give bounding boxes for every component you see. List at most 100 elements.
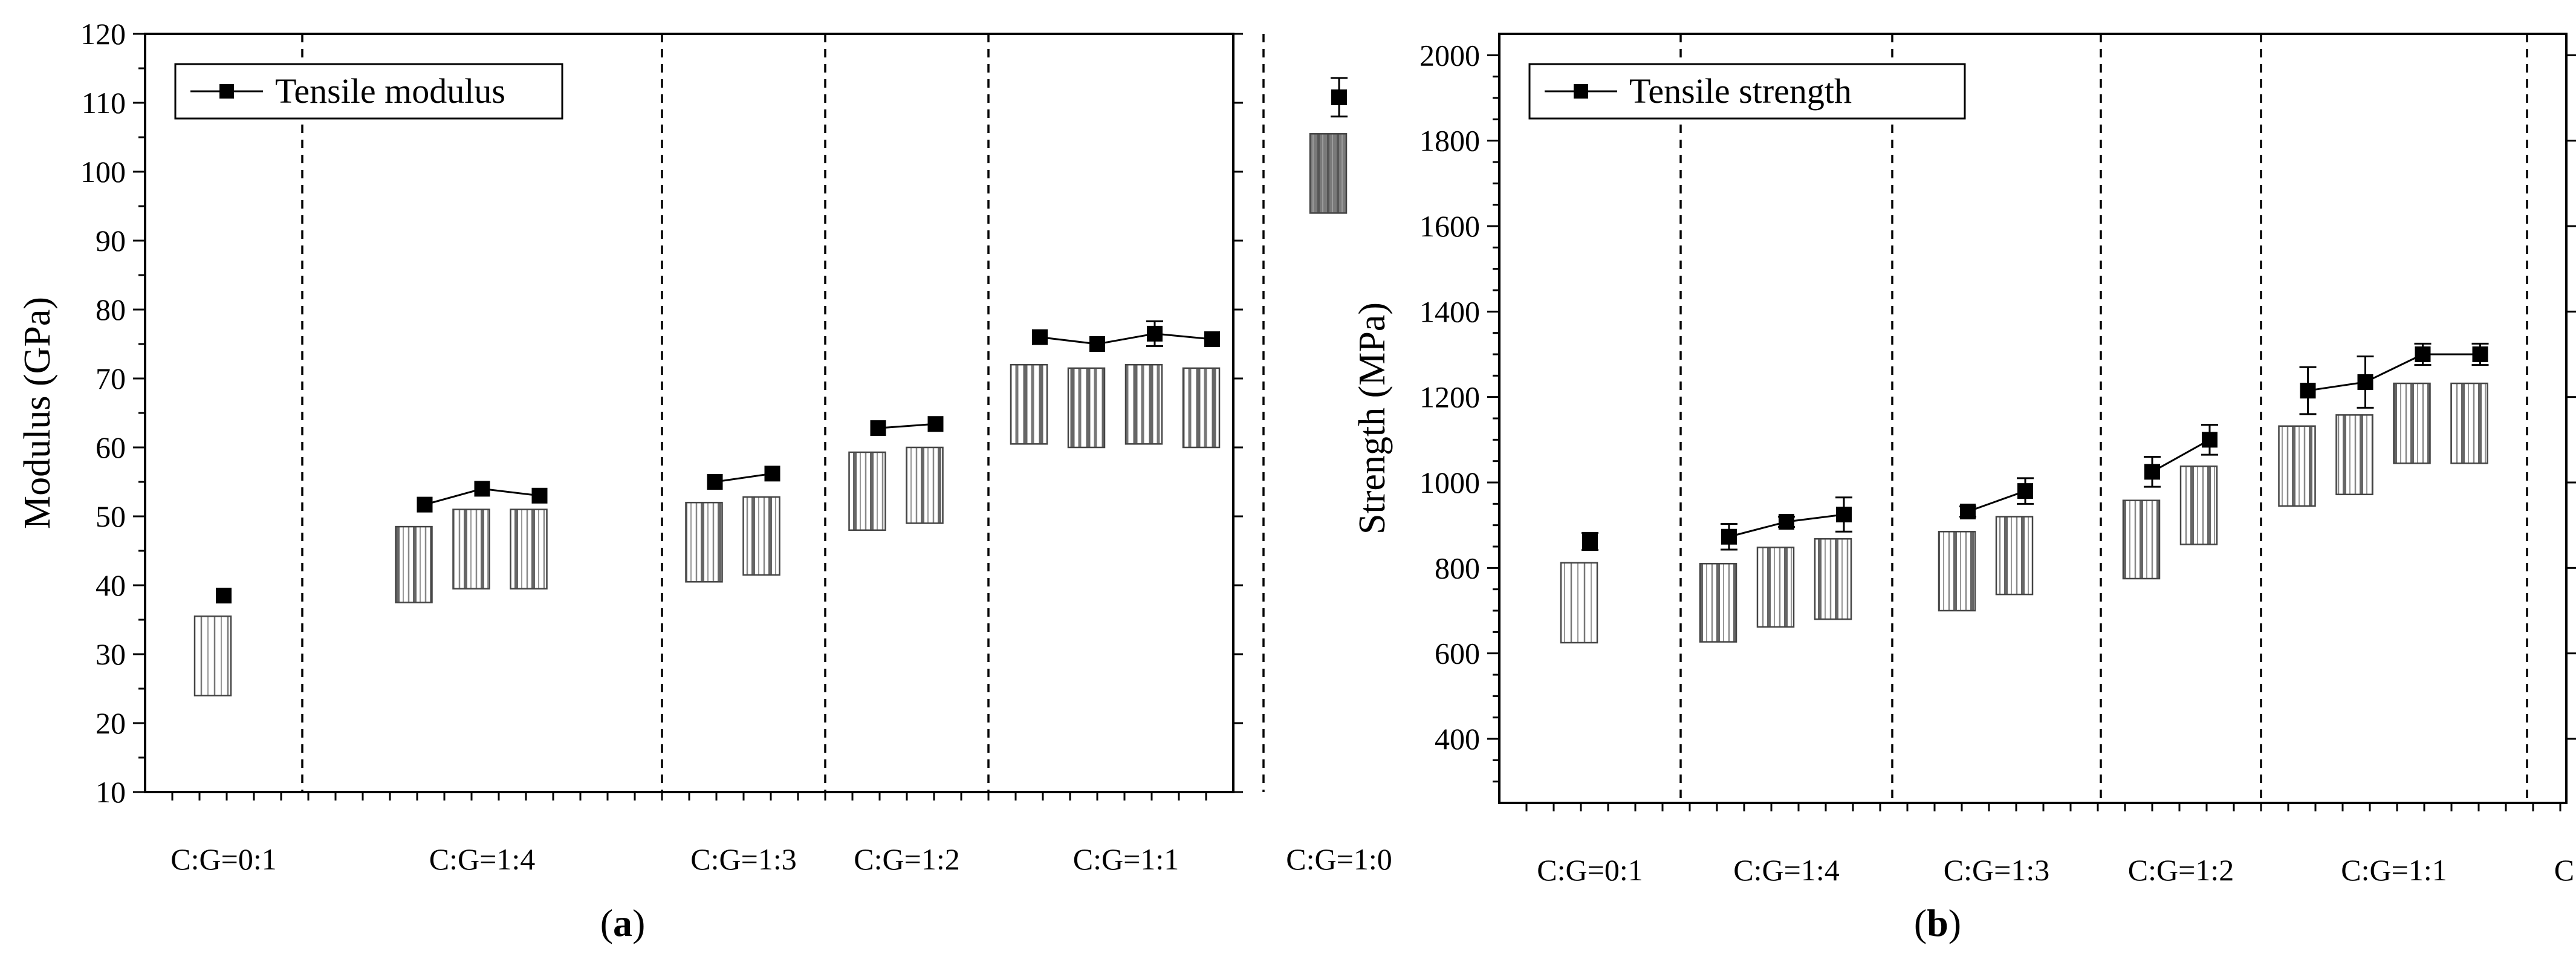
data-point xyxy=(1032,329,1048,345)
y-tick-label: 80 xyxy=(96,293,126,326)
hatched-box xyxy=(1309,133,1348,214)
panel-caption: (a) xyxy=(600,901,646,944)
hatched-box xyxy=(742,496,780,576)
series-line xyxy=(878,423,936,429)
hatched-box xyxy=(1995,516,2034,596)
data-point xyxy=(474,481,490,497)
caption-letter: b xyxy=(1927,901,1948,944)
hatched-box xyxy=(2335,414,2373,496)
category-label: C:G=1:0 xyxy=(2554,853,2576,887)
data-point xyxy=(2357,374,2373,390)
hatched-box xyxy=(193,615,232,697)
hatched-box xyxy=(2122,499,2161,580)
y-tick-label: 600 xyxy=(1435,637,1480,671)
data-point xyxy=(764,466,780,482)
data-point xyxy=(2415,346,2431,362)
y-tick-label: 50 xyxy=(96,499,126,533)
hatched-box xyxy=(1756,547,1795,628)
legend-label: Tensile modulus xyxy=(275,71,505,111)
hatched-box xyxy=(2179,465,2218,545)
category-label: C:G=1:2 xyxy=(2128,853,2234,887)
data-point xyxy=(1204,331,1220,348)
legend-marker xyxy=(1574,84,1588,99)
category-label: C:G=0:1 xyxy=(170,842,276,876)
hatched-box xyxy=(395,525,433,603)
series-line xyxy=(2152,439,2210,473)
panel-a: 10 20 30 40 50 60 70 80 90 100 110 120 Modulus (GPa)… xyxy=(17,17,1392,944)
data-point xyxy=(2144,464,2160,480)
hatched-box xyxy=(1560,562,1598,644)
y-tick-label: 70 xyxy=(96,362,126,395)
legend: Tensile modulus xyxy=(174,63,563,120)
y-tick-label: 60 xyxy=(96,430,126,464)
hatched-box xyxy=(2393,382,2431,464)
hatched-box xyxy=(1067,367,1106,449)
data-point xyxy=(1779,514,1794,530)
data-point xyxy=(216,588,232,604)
series-line xyxy=(1967,490,2026,513)
data-point xyxy=(417,496,433,513)
y-tick-label: 1600 xyxy=(1419,209,1480,243)
category-label: C:G=1:2 xyxy=(854,842,959,876)
hatched-box xyxy=(1124,363,1163,445)
series-line xyxy=(715,472,773,483)
y-tick-label: 1200 xyxy=(1419,380,1480,414)
y-tick-label: 400 xyxy=(1435,722,1480,756)
category-label: C:G=0:1 xyxy=(1537,853,1643,887)
y-axis-label: Strength (MPa) xyxy=(1352,302,1393,534)
caption-paren: ( xyxy=(1914,901,1927,944)
y-tick-label: 120 xyxy=(80,17,126,51)
hatched-box xyxy=(848,451,886,531)
y-tick-label: 90 xyxy=(96,224,126,258)
data-point xyxy=(1089,336,1105,352)
data-point xyxy=(1960,504,1976,520)
y-tick-label: 40 xyxy=(96,568,126,602)
legend: Tensile strength xyxy=(1528,63,1966,120)
legend-marker xyxy=(219,84,234,99)
y-tick-label: 1400 xyxy=(1419,294,1480,328)
hatched-box xyxy=(1938,531,1976,612)
caption-paren: ( xyxy=(600,901,613,944)
data-point xyxy=(1331,89,1347,105)
hatched-box xyxy=(452,508,490,589)
hatched-box xyxy=(510,508,548,589)
hatched-box xyxy=(685,501,723,583)
data-point xyxy=(707,474,723,490)
hatched-box xyxy=(1010,363,1048,445)
category-label: C:G=1:4 xyxy=(1733,853,1839,887)
data-point xyxy=(2202,432,2218,448)
series-line xyxy=(1039,333,1213,345)
data-point xyxy=(2472,346,2488,362)
data-point xyxy=(870,420,886,437)
legend-label: Tensile strength xyxy=(1629,71,1852,111)
data-point xyxy=(1836,507,1852,522)
y-tick-label: 800 xyxy=(1435,551,1480,585)
category-label: C:G=1:1 xyxy=(1073,842,1179,876)
y-axis-label: Modulus (GPa) xyxy=(17,297,58,529)
caption-paren: ) xyxy=(632,901,645,944)
y-tick-label: 20 xyxy=(96,706,126,740)
y-tick-label: 10 xyxy=(96,775,126,809)
hatched-box xyxy=(2278,425,2316,507)
hatched-box xyxy=(1814,538,1852,620)
data-point xyxy=(2300,383,2316,399)
data-point xyxy=(1147,325,1163,342)
panel-b: 400 600 800 1000 1200 1400 1600 1800 2000 Strengt… xyxy=(1352,33,2576,944)
category-label: C:G=1:0 xyxy=(1286,842,1392,876)
caption-letter: a xyxy=(613,901,632,944)
y-tick-label: 100 xyxy=(80,155,126,189)
data-point xyxy=(1582,533,1598,550)
category-label: C:G=1:1 xyxy=(2341,853,2447,887)
data-point xyxy=(1721,528,1737,545)
hatched-box xyxy=(1699,563,1737,643)
category-label: C:G=1:4 xyxy=(429,842,535,876)
panel-caption: (b) xyxy=(1914,901,1961,944)
hatched-box xyxy=(1182,367,1221,449)
data-point xyxy=(927,416,944,432)
series-line xyxy=(2308,353,2480,392)
category-label: C:G=1:3 xyxy=(1944,853,2049,887)
y-tick-label: 30 xyxy=(96,637,126,671)
hatched-box xyxy=(906,446,944,524)
y-tick-label: 1000 xyxy=(1419,466,1480,499)
